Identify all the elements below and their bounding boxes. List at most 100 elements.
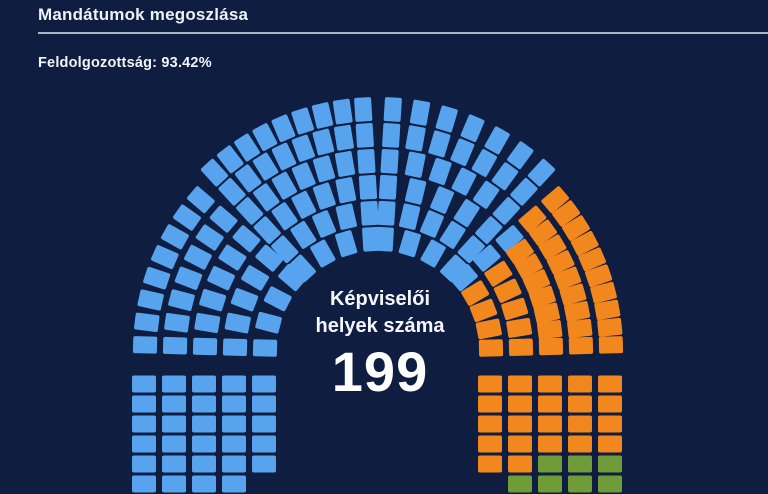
seat (137, 289, 164, 311)
seat (404, 151, 426, 178)
seat (508, 455, 532, 473)
seat (460, 114, 485, 142)
seat (398, 230, 421, 258)
seat (222, 395, 246, 413)
total-seats-value: 199 (331, 340, 429, 403)
seat (493, 278, 522, 303)
seat (469, 298, 498, 323)
seat (538, 337, 564, 356)
seat (209, 205, 238, 233)
seat (472, 244, 501, 272)
seat (508, 375, 532, 393)
seat (253, 183, 280, 212)
seat (508, 475, 532, 493)
seat (492, 197, 520, 225)
seat (224, 312, 251, 334)
seat (252, 435, 276, 453)
seat (161, 224, 189, 250)
seat (252, 152, 279, 181)
seat (168, 289, 195, 311)
seat (518, 205, 547, 233)
seat (222, 375, 246, 393)
seat (552, 200, 581, 227)
seat (291, 107, 315, 135)
seat (162, 395, 186, 413)
seat (192, 415, 216, 433)
seat (312, 210, 336, 238)
seat (255, 244, 284, 272)
seat (538, 395, 562, 413)
seat (409, 99, 431, 126)
seat (457, 235, 485, 264)
seat (199, 288, 227, 312)
seat (333, 124, 354, 151)
seat (559, 283, 587, 306)
seat (312, 155, 336, 183)
seat (252, 455, 276, 473)
seat (312, 128, 335, 156)
seat (522, 269, 551, 294)
seat (562, 215, 590, 241)
seat (355, 123, 374, 148)
seat (598, 435, 622, 453)
seat (332, 98, 353, 125)
seat (528, 285, 556, 309)
title-divider (38, 32, 768, 34)
seat (382, 123, 401, 148)
seat (428, 157, 452, 186)
seat (230, 288, 259, 312)
seat (164, 312, 190, 333)
seat (187, 186, 215, 214)
seat (440, 254, 468, 283)
seat (222, 415, 246, 433)
seat (234, 133, 260, 162)
seat (255, 311, 282, 334)
seat (584, 264, 613, 288)
seat (357, 148, 376, 174)
seat (132, 435, 156, 453)
seat (536, 320, 563, 340)
seat (461, 280, 490, 306)
seat (399, 203, 421, 230)
seat (362, 226, 381, 252)
seat (253, 216, 281, 244)
seat (420, 239, 446, 268)
seat (132, 475, 156, 493)
seat (570, 231, 599, 256)
seat (218, 244, 247, 271)
seat (546, 250, 575, 275)
seat (538, 234, 567, 260)
seat (132, 395, 156, 413)
seat (538, 415, 562, 433)
seat (334, 150, 356, 177)
seat (311, 102, 334, 129)
seat (232, 225, 261, 253)
seat (533, 302, 560, 324)
seat (217, 145, 244, 174)
seat (222, 475, 246, 493)
seat (354, 97, 373, 122)
seat (405, 125, 426, 152)
seat (597, 317, 623, 337)
seat (162, 336, 188, 355)
seat (278, 264, 306, 292)
seat (594, 299, 621, 321)
seat (478, 435, 502, 453)
seat (564, 301, 591, 322)
seat (271, 142, 297, 171)
seat (475, 216, 503, 244)
seat (506, 317, 533, 338)
seat (590, 281, 617, 304)
seat (450, 264, 478, 292)
seat (541, 186, 569, 214)
seat (377, 200, 396, 226)
seat (471, 149, 497, 177)
seat (578, 247, 606, 272)
seat (192, 455, 216, 473)
seat (192, 395, 216, 413)
seat (508, 395, 532, 413)
seat (252, 415, 276, 433)
seat (132, 415, 156, 433)
